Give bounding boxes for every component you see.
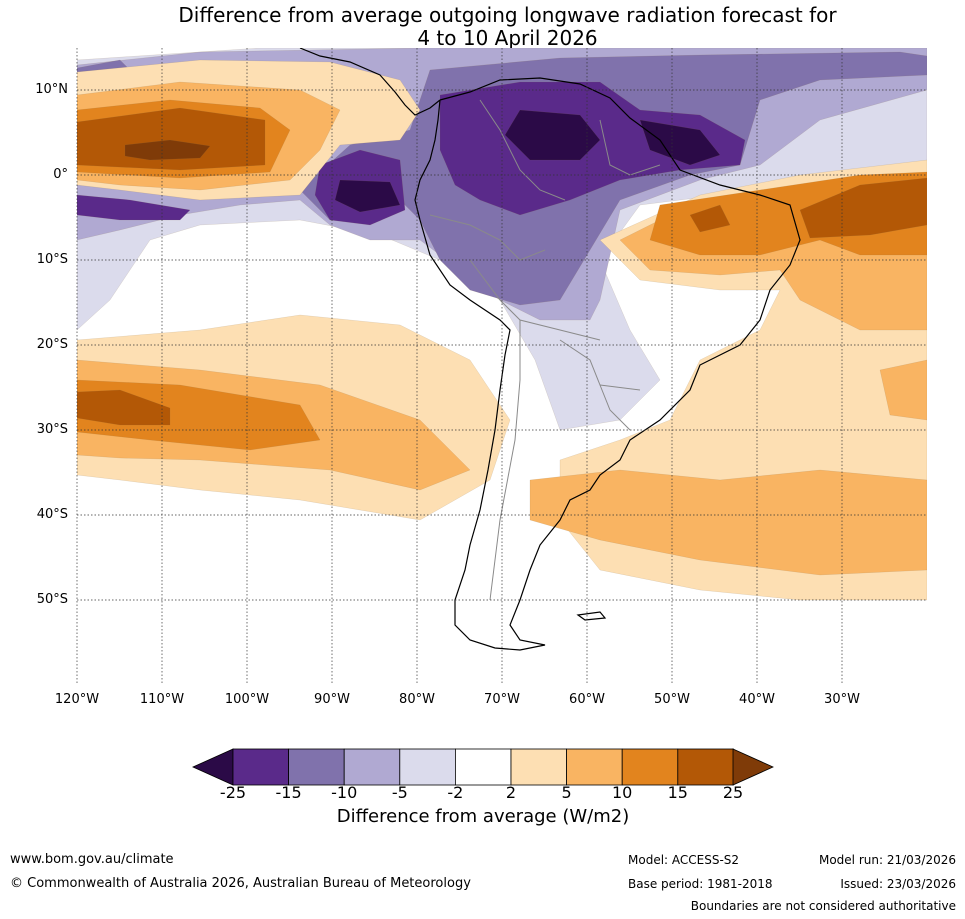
colorbar-tick-label: -10 <box>331 783 358 802</box>
colorbar-label: Difference from average (W/m2) <box>336 806 630 827</box>
core-lt-25-east <box>504 109 601 161</box>
lon-label: 80°W <box>399 692 435 707</box>
coastlines <box>299 48 801 651</box>
colorbar-tick-label: 25 <box>722 783 744 802</box>
colorbar-tick-label: -25 <box>219 783 247 802</box>
boundaries-disclaimer: Boundaries are not considered authoritat… <box>690 899 956 913</box>
model-name: Model: ACCESS-S2 <box>628 853 740 867</box>
copyright-notice: © Commonwealth of Australia 2026, Austra… <box>10 876 471 891</box>
colorbar-tick-label: 5 <box>561 783 572 802</box>
lon-label: 30°W <box>824 692 860 707</box>
anomaly-field <box>77 48 927 601</box>
colorbar-segment <box>343 748 401 786</box>
coastline-falklands <box>576 611 607 621</box>
coastline-south-america <box>414 77 801 651</box>
core-lt-25-brazil <box>639 119 721 166</box>
lon-label: 90°W <box>314 692 350 707</box>
colorbar-tick-label: 10 <box>612 783 633 802</box>
band-plus-15-to-25-satl <box>799 177 927 239</box>
model-run-date: Model run: 21/03/2026 <box>818 853 956 867</box>
lat-label: 40°S <box>36 507 68 522</box>
colorbar-segment <box>288 748 345 786</box>
base-period: Base period: 1981-2018 <box>628 877 773 891</box>
band-plus-15-to-25-brazil <box>689 204 731 233</box>
coastline-central-america <box>299 48 441 116</box>
colorbar-segment <box>566 748 623 786</box>
colorbar-tick-label: -5 <box>391 783 408 802</box>
lat-label: 0° <box>53 167 68 182</box>
title-line-2: 4 to 10 April 2026 <box>417 26 598 50</box>
lon-label: 110°W <box>139 692 185 707</box>
title-line-1: Difference from average outgoing longwav… <box>178 3 837 27</box>
colorbar-segment <box>677 748 734 786</box>
lat-label: 50°S <box>36 592 68 607</box>
lon-label: 40°W <box>739 692 775 707</box>
core-lt-25-galapagos <box>334 179 401 213</box>
lat-label: 10°N <box>35 82 68 97</box>
colorbar-segment <box>399 748 456 786</box>
lon-label: 60°W <box>569 692 605 707</box>
colorbar-tick-label: -2 <box>447 783 464 802</box>
lon-label: 100°W <box>224 692 270 707</box>
colorbar-extend-high <box>732 748 774 786</box>
colorbar-extend-low <box>192 748 234 786</box>
lon-label: 50°W <box>654 692 690 707</box>
colorbar-tick-label: 15 <box>667 783 688 802</box>
positive-anomaly-regions <box>77 59 927 601</box>
band-plus-15-to-25-spac <box>77 389 171 426</box>
colorbar-segment <box>232 748 289 786</box>
country-borders <box>429 99 661 601</box>
colorbar-segment <box>454 748 512 786</box>
website-link[interactable]: www.bom.gov.au/climate <box>10 852 174 867</box>
band-plus-gt25-npac <box>124 139 211 161</box>
lon-label: 120°W <box>54 692 100 707</box>
colorbar <box>192 748 774 786</box>
colorbar-tick-label: 2 <box>505 783 517 802</box>
colorbar-segment <box>510 748 567 786</box>
lat-label: 30°S <box>36 422 68 437</box>
graticule <box>76 48 927 685</box>
colorbar-tick-label: -15 <box>275 783 302 802</box>
issued-date: Issued: 23/03/2026 <box>840 877 956 891</box>
band-plus-5-to-10-southatl <box>529 469 927 576</box>
lat-label: 10°S <box>36 252 68 267</box>
website-link-text[interactable]: www.bom.gov.au/climate <box>10 852 174 867</box>
band-plus-5-to-10-midatl <box>879 359 927 421</box>
chart-title: Difference from average outgoing longwav… <box>0 4 965 50</box>
colorbar-segment <box>621 748 679 786</box>
lat-label: 20°S <box>36 337 68 352</box>
band-plus-15-to-25-npac <box>77 107 266 171</box>
lon-label: 70°W <box>484 692 520 707</box>
